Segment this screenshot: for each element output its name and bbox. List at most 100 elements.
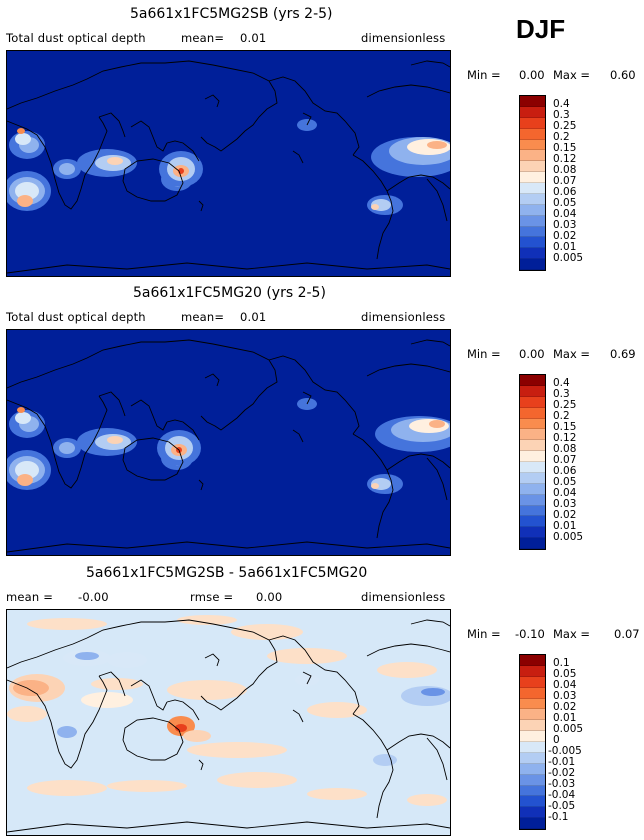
colorbar-swatch bbox=[520, 818, 545, 829]
panel-3-title: 5a661x1FC5MG2SB - 5a661x1FC5MG20 bbox=[86, 565, 368, 581]
dust-contour bbox=[15, 133, 31, 145]
panel-3-rmse-label: rmse = bbox=[190, 590, 234, 604]
coastline bbox=[122, 437, 184, 481]
coastline bbox=[204, 373, 220, 387]
panel-1-variable-label: Total dust optical depth bbox=[6, 31, 146, 45]
coastline bbox=[198, 200, 204, 212]
colorbar-swatch bbox=[520, 451, 545, 462]
colorbar-swatch bbox=[520, 472, 545, 484]
colorbar-tick-label: 0.25 bbox=[553, 399, 577, 411]
panel-3-rmse-value: 0.00 bbox=[256, 590, 283, 604]
colorbar-swatch bbox=[520, 774, 545, 786]
colorbar-swatch bbox=[520, 407, 545, 419]
colorbar-swatch bbox=[520, 505, 545, 517]
colorbar-swatch bbox=[520, 396, 545, 408]
panel-3-min-label: Min = bbox=[467, 627, 501, 641]
panel-3-colorbar bbox=[519, 654, 546, 830]
anomaly-patch bbox=[307, 702, 367, 718]
colorbar-tick-label: 0.02 bbox=[553, 509, 577, 521]
panel-1-min-label: Min = bbox=[467, 68, 501, 82]
colorbar-swatch bbox=[520, 237, 545, 249]
colorbar-tick-label: 0.12 bbox=[553, 432, 577, 444]
panel-2-map bbox=[6, 329, 451, 556]
colorbar-swatch bbox=[520, 807, 545, 819]
colorbar-swatch bbox=[520, 527, 545, 539]
panel-3-map bbox=[6, 609, 451, 836]
coastline bbox=[352, 433, 394, 539]
dust-contour bbox=[75, 652, 99, 660]
panel-1-map bbox=[6, 50, 451, 277]
colorbar-tick-label: 0.005 bbox=[553, 531, 584, 543]
coastline bbox=[166, 699, 200, 721]
colorbar-swatch bbox=[520, 226, 545, 238]
colorbar-tick-label: 0.04 bbox=[553, 487, 577, 499]
colorbar-tick-label: -0.01 bbox=[548, 756, 576, 768]
colorbar-swatch bbox=[520, 763, 545, 775]
coastline bbox=[130, 120, 168, 152]
colorbar-swatch bbox=[520, 193, 545, 205]
colorbar-tick-label: -0.02 bbox=[548, 767, 576, 779]
colorbar-swatch bbox=[520, 698, 545, 710]
coastline bbox=[410, 339, 450, 347]
colorbar-swatch bbox=[520, 429, 545, 441]
panel-1-max-label: Max = bbox=[553, 68, 591, 82]
dust-contour bbox=[175, 724, 187, 732]
coastline bbox=[352, 713, 394, 819]
colorbar-swatch bbox=[520, 709, 545, 721]
colorbar-tick-label: 0.4 bbox=[553, 98, 570, 110]
anomaly-patch bbox=[7, 706, 47, 722]
coastline bbox=[302, 671, 312, 685]
coastline bbox=[204, 653, 220, 667]
colorbar-tick-label: 0.02 bbox=[553, 701, 577, 713]
colorbar-swatch bbox=[520, 720, 545, 732]
dust-contour bbox=[15, 182, 39, 200]
coastline bbox=[410, 619, 450, 627]
coastline bbox=[366, 84, 450, 98]
colorbar-swatch bbox=[520, 259, 545, 270]
coastline bbox=[122, 717, 184, 761]
panel-3-max-value: 0.07 bbox=[614, 627, 640, 641]
coastline bbox=[7, 821, 450, 833]
anomaly-patch bbox=[267, 648, 347, 664]
colorbar-swatch bbox=[520, 655, 545, 666]
dust-contour bbox=[15, 412, 31, 424]
colorbar-tick-label: 0.03 bbox=[553, 219, 577, 231]
dust-contour bbox=[371, 204, 379, 210]
colorbar-tick-label: 0.2 bbox=[553, 131, 570, 143]
panel-2-mean-value: 0.01 bbox=[240, 310, 267, 324]
dust-contour bbox=[373, 754, 397, 766]
panel-2-min-value: 0.00 bbox=[519, 347, 545, 361]
coastline bbox=[204, 94, 220, 108]
colorbar-tick-label: 0.08 bbox=[553, 164, 577, 176]
coastline bbox=[7, 116, 108, 210]
colorbar-tick-label: 0.05 bbox=[553, 668, 577, 680]
coastline bbox=[7, 262, 450, 274]
coastline bbox=[410, 60, 450, 68]
panel-3-mean-value: -0.00 bbox=[78, 590, 109, 604]
anomaly-patch bbox=[217, 772, 297, 788]
colorbar-tick-label: -0.04 bbox=[548, 789, 576, 801]
colorbar-tick-label: 0.06 bbox=[553, 186, 577, 198]
colorbar-tick-label: 0.05 bbox=[553, 476, 577, 488]
coastline bbox=[7, 339, 278, 431]
coastline bbox=[7, 60, 278, 152]
colorbar-swatch bbox=[520, 150, 545, 162]
anomaly-patch bbox=[231, 624, 303, 640]
coastline bbox=[302, 112, 312, 126]
colorbar-swatch bbox=[520, 538, 545, 549]
colorbar-tick-label: -0.05 bbox=[548, 800, 576, 812]
colorbar-swatch bbox=[520, 785, 545, 797]
coastline bbox=[302, 391, 312, 405]
colorbar-swatch bbox=[520, 215, 545, 227]
colorbar-swatch bbox=[520, 665, 545, 677]
colorbar-tick-label: 0.25 bbox=[553, 120, 577, 132]
colorbar-swatch bbox=[520, 161, 545, 173]
colorbar-swatch bbox=[520, 516, 545, 528]
coastline bbox=[98, 391, 126, 417]
panel-1-mean-value: 0.01 bbox=[240, 31, 267, 45]
anomaly-patch bbox=[27, 618, 107, 630]
colorbar-tick-label: 0.03 bbox=[553, 498, 577, 510]
dust-contour bbox=[13, 680, 49, 696]
colorbar-swatch bbox=[520, 687, 545, 699]
coastline bbox=[426, 737, 448, 781]
